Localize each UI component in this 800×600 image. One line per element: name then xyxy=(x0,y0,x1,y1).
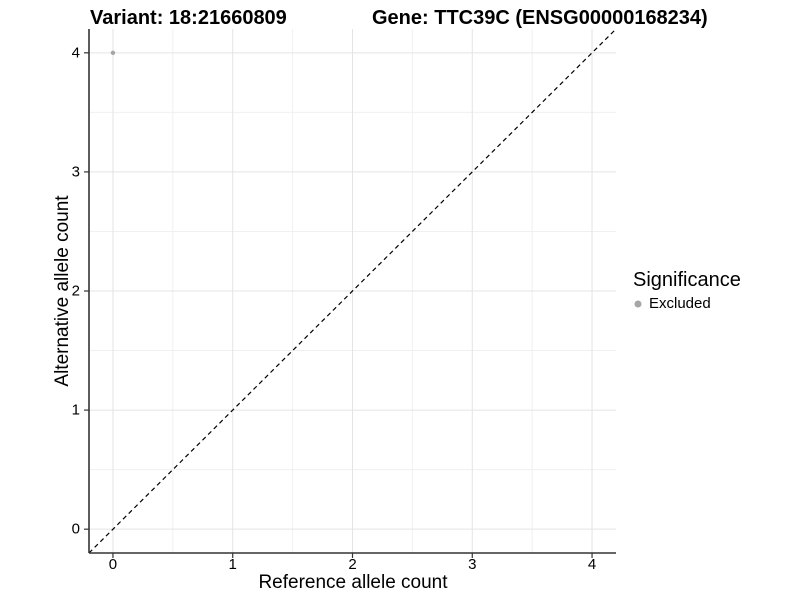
data-point xyxy=(110,50,116,56)
y-tick-label: 1 xyxy=(71,401,80,419)
legend-title: Significance xyxy=(633,269,741,291)
x-tick-label: 2 xyxy=(348,556,357,573)
y-tick-label: 2 xyxy=(71,282,80,300)
x-tick-label: 3 xyxy=(468,556,477,573)
identity-dashed-line xyxy=(88,28,617,554)
legend: Significance Excluded xyxy=(633,269,741,312)
gene-title: Gene: TTC39C (ENSG00000168234) xyxy=(372,7,708,29)
legend-key-dot-icon xyxy=(634,300,642,307)
legend-item-label: Excluded xyxy=(649,295,711,312)
variant-title: Variant: 18:21660809 xyxy=(90,7,287,29)
x-axis-title: Reference allele count xyxy=(258,572,448,593)
x-tick-label: 0 xyxy=(108,556,118,573)
x-tick-label: 1 xyxy=(228,556,237,573)
y-tick-label: 0 xyxy=(71,520,80,538)
legend-item-excluded: Excluded xyxy=(633,295,741,312)
y-tick-label: 3 xyxy=(71,163,80,181)
plot-panel xyxy=(84,28,617,558)
x-tick-label: 4 xyxy=(587,556,597,573)
y-tick-label: 4 xyxy=(71,44,80,62)
